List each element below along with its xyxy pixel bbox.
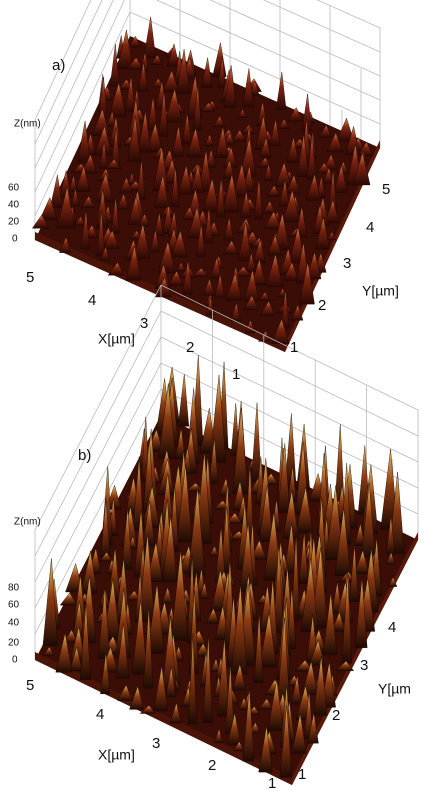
x-tick: 2 — [208, 757, 216, 774]
x-tick: 5 — [26, 677, 34, 694]
peak — [276, 72, 286, 109]
y-tick: 1 — [298, 766, 306, 783]
y-axis-label: Y[µm — [378, 681, 411, 697]
y-tick: 1 — [290, 339, 298, 356]
y-axis-label: Y[µm] — [362, 283, 399, 299]
y-tick: 2 — [318, 297, 326, 314]
z-axis-label: Z(nm) — [14, 119, 41, 130]
x-tick: 4 — [88, 292, 96, 309]
peak — [178, 374, 189, 426]
x-tick: 1 — [232, 366, 240, 383]
panel-label: b) — [78, 447, 91, 464]
panel-a — [32, 0, 380, 352]
z-axis-label: Z(nm) — [14, 517, 41, 528]
z-tick: 80 — [8, 583, 20, 594]
z-tick: 20 — [8, 217, 20, 228]
z-tick: 60 — [8, 600, 20, 611]
z-tick: 40 — [8, 200, 20, 211]
panel-b — [35, 285, 418, 785]
y-tick: 3 — [360, 657, 368, 674]
y-tick: 4 — [366, 219, 374, 236]
x-tick: 2 — [186, 339, 194, 356]
z-tick: 20 — [8, 638, 20, 649]
x-axis-label: X[µm] — [98, 331, 135, 347]
x-tick: 3 — [140, 315, 148, 332]
x-tick: 3 — [152, 735, 160, 752]
y-tick: 4 — [388, 619, 396, 636]
x-axis-label: X[µm] — [98, 747, 135, 763]
z-tick: 60 — [8, 183, 20, 194]
x-tick: 4 — [96, 706, 104, 723]
y-tick: 5 — [382, 181, 390, 198]
panel-label: a) — [52, 57, 65, 74]
z-tick: 40 — [8, 618, 20, 629]
z-tick: 0 — [12, 234, 18, 245]
y-tick: 3 — [343, 255, 351, 272]
y-tick: 2 — [332, 707, 340, 724]
x-tick: 5 — [26, 269, 34, 286]
z-tick: 0 — [12, 655, 18, 666]
x-tick: 1 — [268, 775, 276, 791]
figure: a) Z(nm) 60 40 20 0 5 4 3 2 1 X[µm] 1 2 … — [0, 0, 422, 791]
